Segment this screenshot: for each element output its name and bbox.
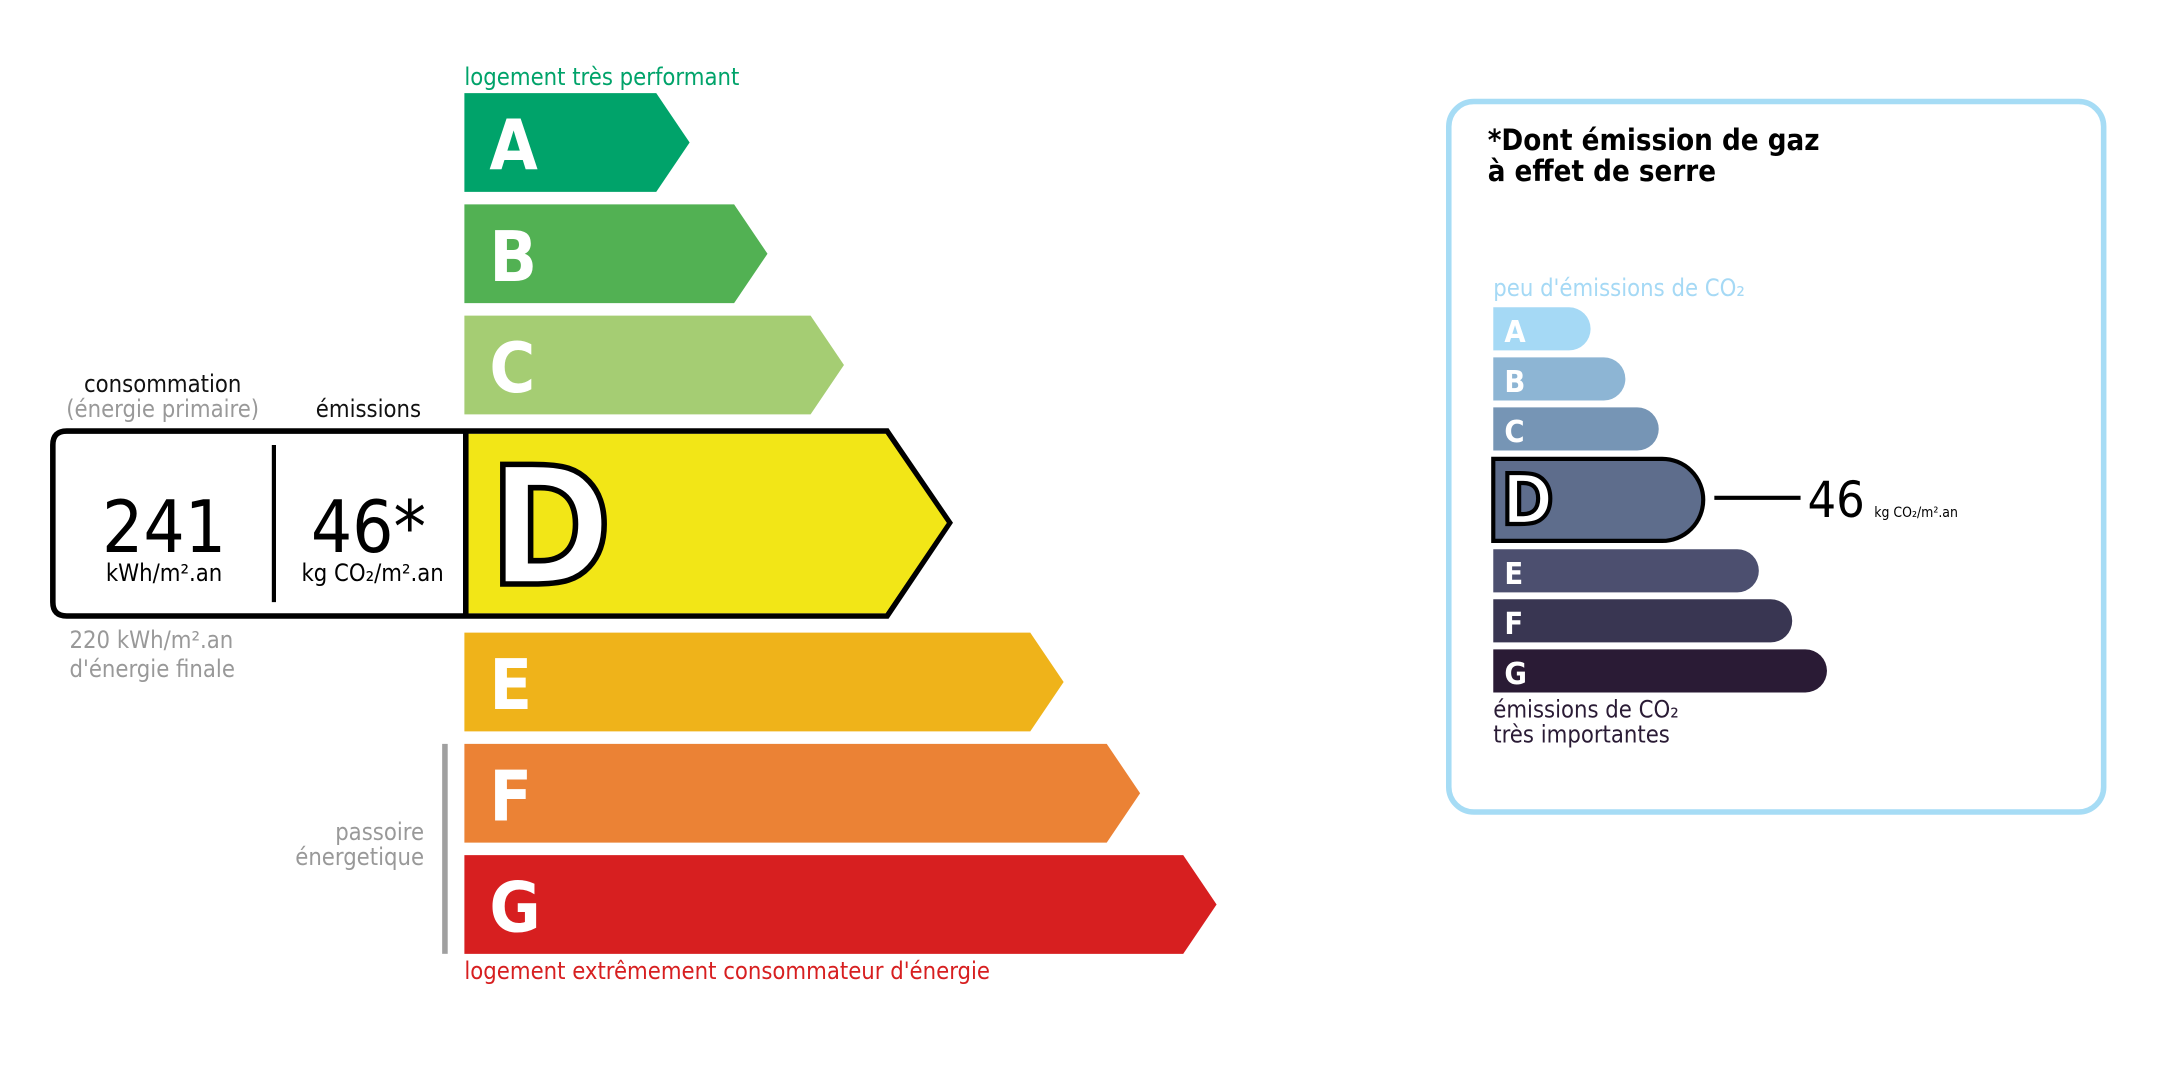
ghg-letter-c: C [1504, 415, 1524, 450]
consumption-subheader: (énergie primaire) [66, 395, 259, 423]
ghg-bar-d [1491, 456, 1706, 543]
energy-bar-b [464, 204, 768, 304]
ghg-bottom-label-1: émissions de CO₂ [1493, 695, 1678, 723]
final-energy-label: d'énergie finale [70, 655, 235, 683]
ghg-letter-f: F [1504, 607, 1523, 642]
ghg-bar-a [1493, 307, 1591, 351]
consumption-value: 241 [102, 486, 226, 570]
energy-letter-f: F [489, 756, 532, 837]
ghg-top-label: peu d'émissions de CO₂ [1493, 274, 1745, 302]
energy-scale: ABC EFG [464, 93, 1217, 954]
energy-bar-a [464, 93, 690, 192]
consumption-header: consommation [84, 370, 241, 398]
energy-letter-g: G [489, 868, 540, 949]
ghg-bar-b [1493, 357, 1626, 401]
ghg-title-1: *Dont émission de gaz [1488, 123, 1820, 157]
energy-letter-c: C [489, 328, 535, 409]
consumption-unit: kWh/m².an [106, 559, 222, 587]
passoire-bar [442, 743, 448, 954]
energy-letter-a: A [489, 106, 538, 187]
ghg-bar-c [1493, 407, 1659, 451]
ghg-letter-e: E [1504, 557, 1523, 592]
passoire-label-1: passoire [335, 818, 424, 846]
ghg-bottom-label-2: très importantes [1493, 720, 1670, 748]
energy-current-letter: D [489, 432, 612, 623]
energy-bar-e [464, 632, 1064, 732]
energy-bar-g [464, 855, 1217, 954]
passoire-label-2: énergetique [295, 843, 424, 871]
ghg-letter-d: D [1502, 460, 1554, 541]
ghg-letter-b: B [1504, 365, 1525, 400]
energy-bar-f [464, 743, 1141, 843]
ghg-bar-e [1493, 549, 1759, 593]
ghg-value: 46 [1808, 471, 1865, 529]
final-energy-value: 220 kWh/m².an [70, 626, 234, 654]
emissions-value: 46* [311, 486, 426, 570]
ghg-title-2: à effet de serre [1488, 154, 1716, 188]
ghg-bar-f [1493, 599, 1793, 643]
ghg-letter-g: G [1504, 657, 1527, 692]
energy-letter-b: B [489, 217, 537, 298]
energy-bottom-label: logement extrêmement consommateur d'éner… [464, 957, 990, 985]
ghg-letter-a: A [1504, 315, 1526, 350]
emissions-unit: kg CO₂/m².an [301, 559, 443, 587]
ghg-bar-g [1493, 649, 1827, 693]
emissions-header: émissions [316, 395, 421, 423]
energy-bar-c [464, 315, 844, 415]
energy-current-bar [467, 433, 947, 614]
ghg-unit: kg CO₂/m².an [1874, 505, 1958, 521]
energy-top-label: logement très performant [464, 63, 739, 91]
energy-letter-e: E [489, 645, 532, 726]
